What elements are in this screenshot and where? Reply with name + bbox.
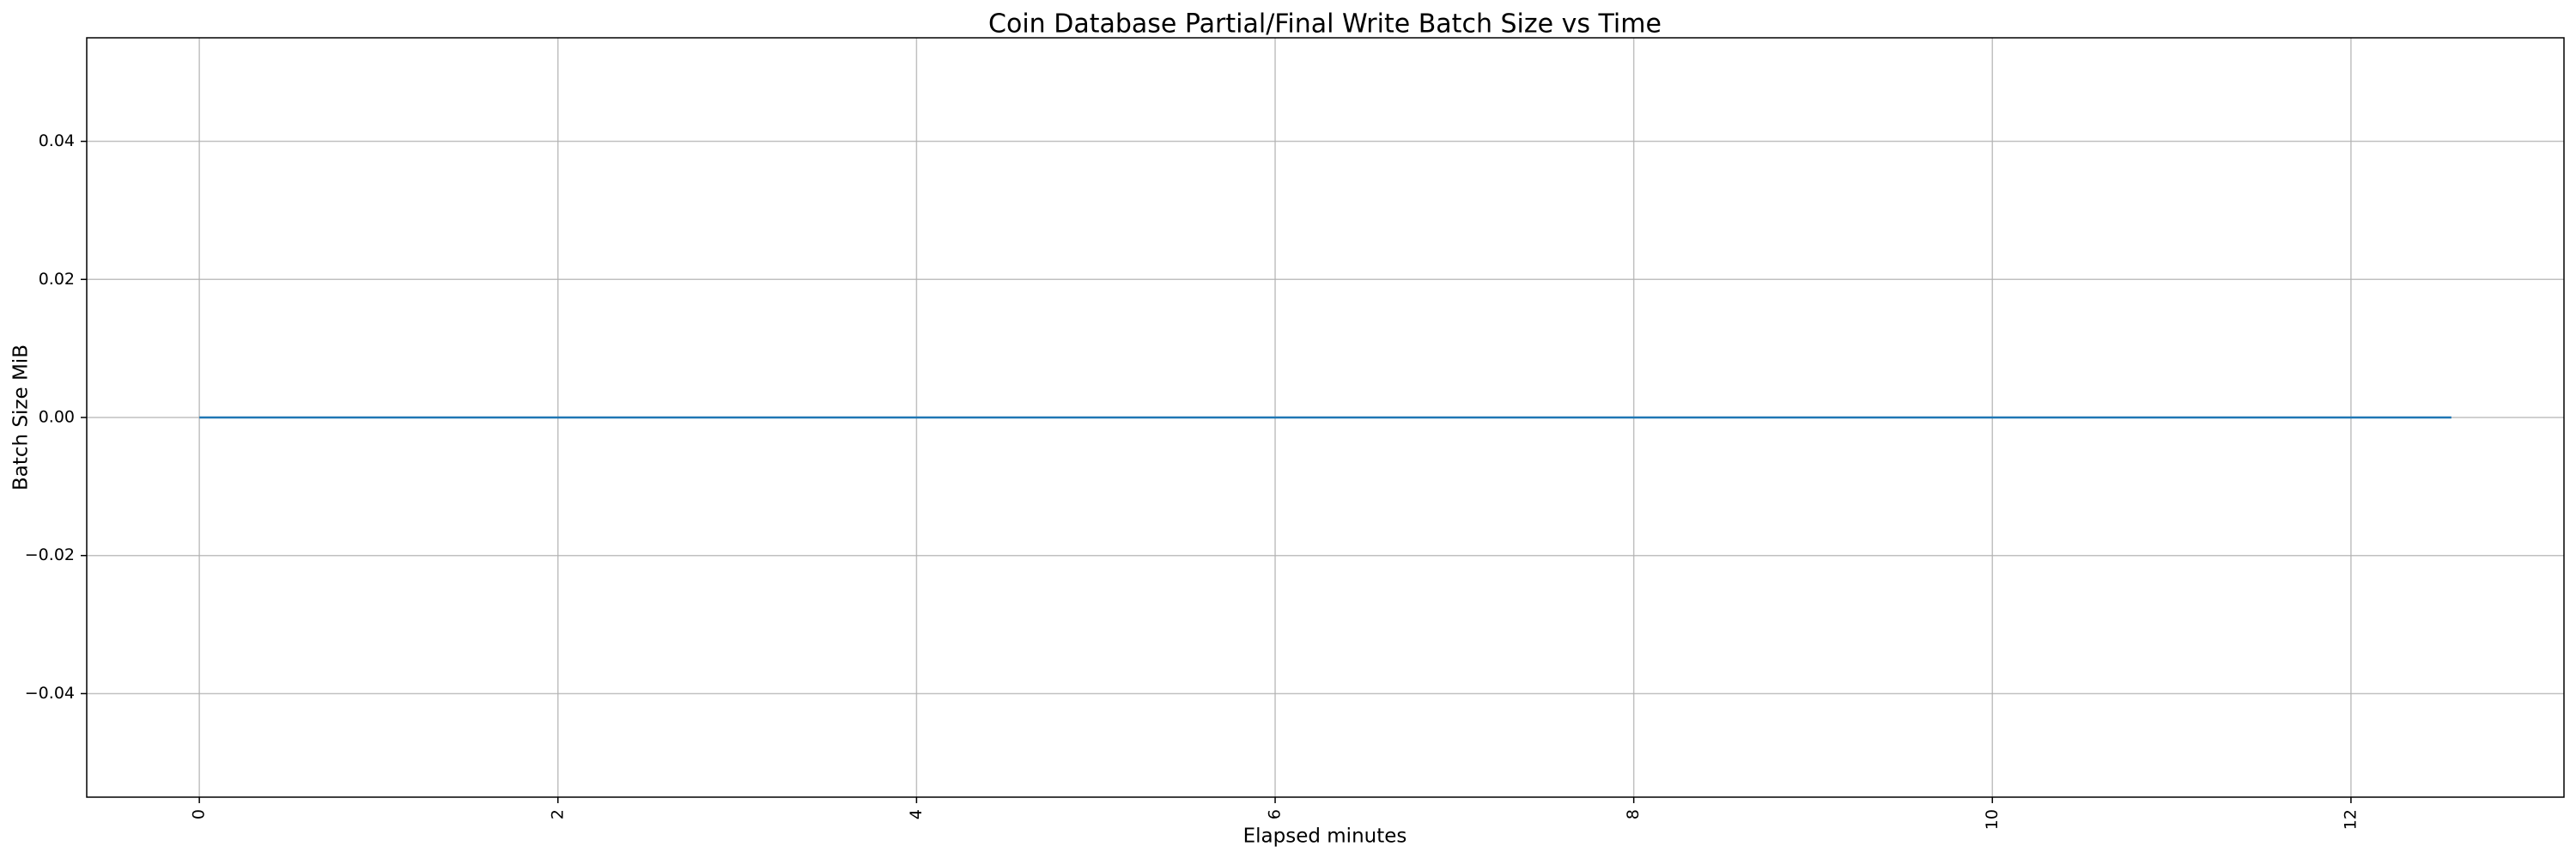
x-tick-label: 6 [1266, 809, 1285, 819]
x-tick-label: 2 [548, 809, 567, 819]
y-axis-label: Batch Size MiB [10, 344, 33, 490]
x-axis-label: Elapsed minutes [1243, 825, 1407, 848]
x-tick-label: 8 [1624, 809, 1643, 819]
x-tick-label: 0 [190, 809, 209, 819]
y-tick-label: 0.04 [39, 131, 75, 150]
y-tick-label: 0.02 [39, 270, 75, 289]
plot-frame [86, 37, 2565, 798]
chart-title: Coin Database Partial/Final Write Batch … [988, 9, 1662, 40]
y-tick-label: 0.00 [39, 408, 75, 427]
x-tick-label: 12 [2341, 809, 2360, 830]
x-tick-label: 4 [907, 809, 926, 819]
x-tick-label: 10 [1983, 809, 2002, 830]
y-tick-label: −0.04 [25, 684, 75, 703]
y-tick-label: −0.02 [25, 545, 75, 564]
